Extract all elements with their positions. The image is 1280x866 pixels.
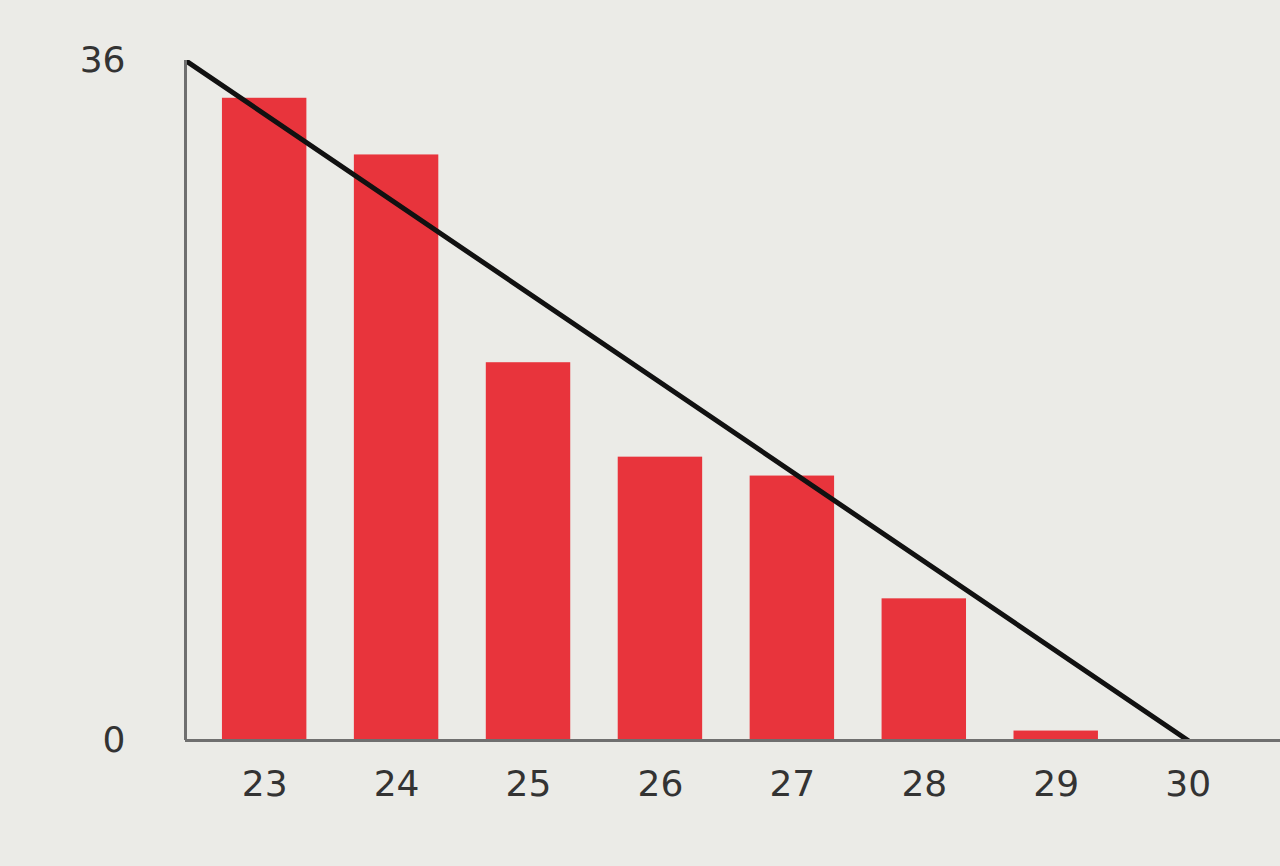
svg-text:27: 27 (769, 763, 815, 804)
svg-text:30: 30 (1165, 763, 1211, 804)
svg-text:36: 36 (80, 39, 126, 80)
svg-text:26: 26 (638, 763, 684, 804)
svg-text:29: 29 (1033, 763, 1079, 804)
svg-text:28: 28 (901, 763, 947, 804)
svg-text:23: 23 (242, 763, 288, 804)
svg-text:25: 25 (506, 763, 552, 804)
svg-text:0: 0 (103, 719, 126, 760)
svg-text:24: 24 (374, 763, 420, 804)
